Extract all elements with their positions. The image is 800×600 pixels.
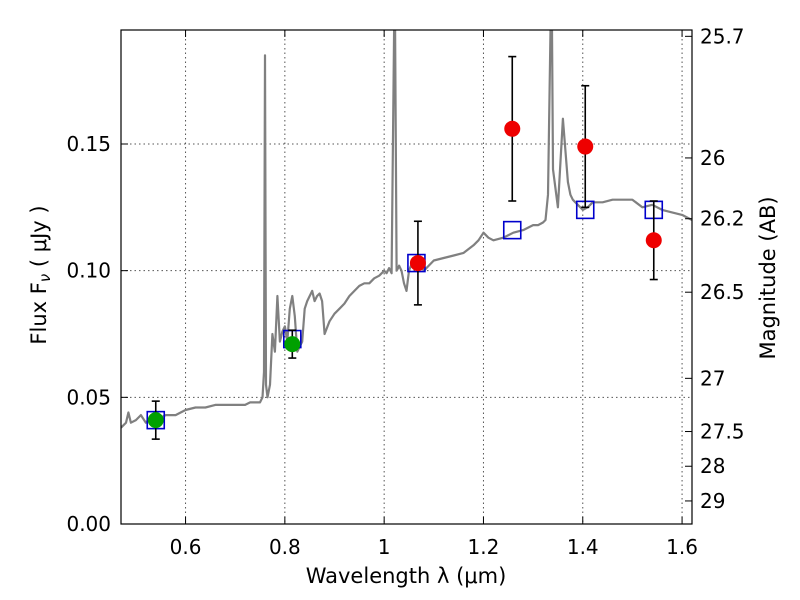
ticks: 0.6 0.8 1 1.2 1.4 1.6 0.00 0.05 0.10 0.15 25.7 26 26… (66, 24, 744, 559)
y2-tick-label: 26.5 (700, 280, 745, 304)
grid-lines (121, 30, 692, 525)
y-axis-label: Flux Fν ( μJy ) (27, 205, 54, 344)
x-tick-label: 1.2 (468, 535, 500, 559)
y2-tick-label: 29 (700, 489, 725, 513)
axes-frame (120, 29, 693, 525)
x-tick-label: 0.8 (269, 535, 301, 559)
spectrum-line (121, 30, 692, 429)
data-point (645, 232, 662, 249)
y-tick-label: 0.05 (66, 385, 111, 409)
y-axis-label-sub: ν (36, 274, 54, 282)
y-tick-label: 0.10 (66, 259, 111, 283)
plot-area (121, 30, 692, 440)
data-point (577, 138, 594, 155)
y-tick-label: 0.15 (66, 132, 111, 156)
y2-tick-label: 26 (700, 146, 725, 170)
y2-tick-label: 27.5 (700, 420, 745, 444)
y2-tick-label: 25.7 (700, 24, 745, 48)
y-axis-label-unit: ( μJy ) (27, 205, 51, 273)
y-axis-label-main: Flux F (27, 282, 51, 344)
y2-tick-label: 26.2 (700, 207, 745, 231)
data-point (284, 336, 301, 353)
y-tick-label: 0.00 (66, 512, 111, 536)
data-point (409, 255, 426, 272)
y2-tick-label: 28 (700, 454, 725, 478)
x-tick-label: 1.6 (666, 535, 698, 559)
data-point (147, 412, 164, 429)
y2-axis-label: Magnitude (AB) (756, 196, 780, 359)
y2-tick-label: 27 (700, 366, 725, 390)
x-axis-label: Wavelength λ (μm) (306, 564, 507, 588)
x-tick-label: 0.6 (170, 535, 202, 559)
x-tick-label: 1.4 (567, 535, 599, 559)
data-point (504, 120, 521, 137)
x-tick-label: 1 (378, 535, 391, 559)
model-band-square (502, 220, 522, 240)
